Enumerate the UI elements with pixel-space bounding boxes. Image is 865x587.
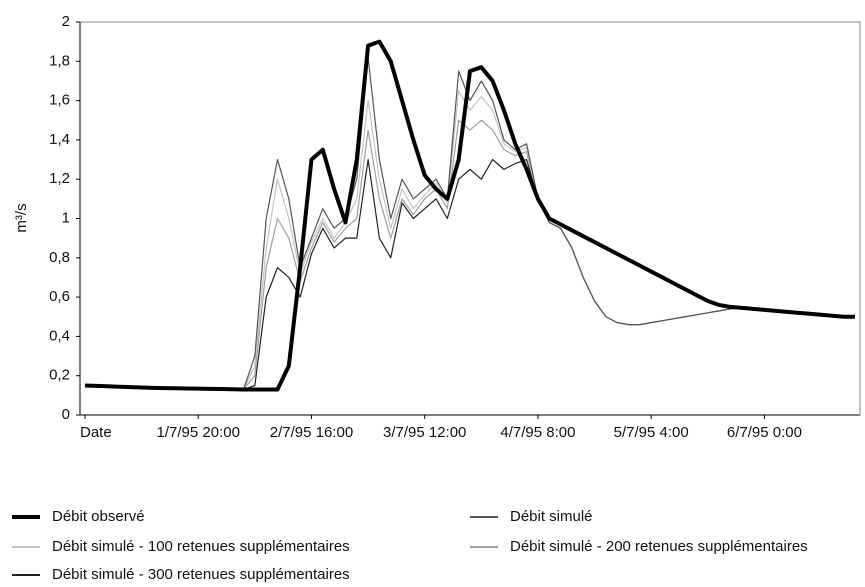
y-tick-label: 0,2 xyxy=(49,367,70,384)
x-tick-label: 5/7/95 4:00 xyxy=(614,424,689,441)
series-line xyxy=(84,119,855,391)
legend-label: Débit simulé - 100 retenues supplémentai… xyxy=(52,538,350,555)
legend-label: Débit observé xyxy=(52,508,145,525)
y-tick-label: 1,2 xyxy=(49,170,70,187)
legend-label: Débit simulé - 200 retenues supplémentai… xyxy=(510,538,808,555)
y-tick-label: 1,8 xyxy=(49,52,70,69)
y-tick-label: 0,8 xyxy=(49,249,70,266)
x-tick-label: Date xyxy=(80,424,112,441)
series-line xyxy=(84,56,855,391)
x-tick-label: 1/7/95 20:00 xyxy=(157,424,240,441)
y-tick-label: 1,6 xyxy=(49,92,70,109)
y-tick-label: 2 xyxy=(62,13,70,30)
y-axis-label: m³/s xyxy=(13,203,30,232)
series-line xyxy=(84,158,855,391)
x-tick-label: 3/7/95 12:00 xyxy=(383,424,466,441)
y-tick-label: 0,4 xyxy=(49,327,70,344)
x-tick-label: 4/7/95 8:00 xyxy=(500,424,575,441)
x-tick-label: 2/7/95 16:00 xyxy=(270,424,353,441)
y-tick-label: 0 xyxy=(62,406,70,423)
series-line xyxy=(84,90,855,391)
legend-label: Débit simulé xyxy=(510,508,593,525)
legend-label: Débit simulé - 300 retenues supplémentai… xyxy=(52,566,350,583)
y-tick-label: 0,6 xyxy=(49,288,70,305)
y-tick-label: 1,4 xyxy=(49,131,70,148)
x-tick-label: 6/7/95 0:00 xyxy=(727,424,802,441)
y-tick-label: 1 xyxy=(62,209,70,226)
series-line xyxy=(84,39,855,392)
